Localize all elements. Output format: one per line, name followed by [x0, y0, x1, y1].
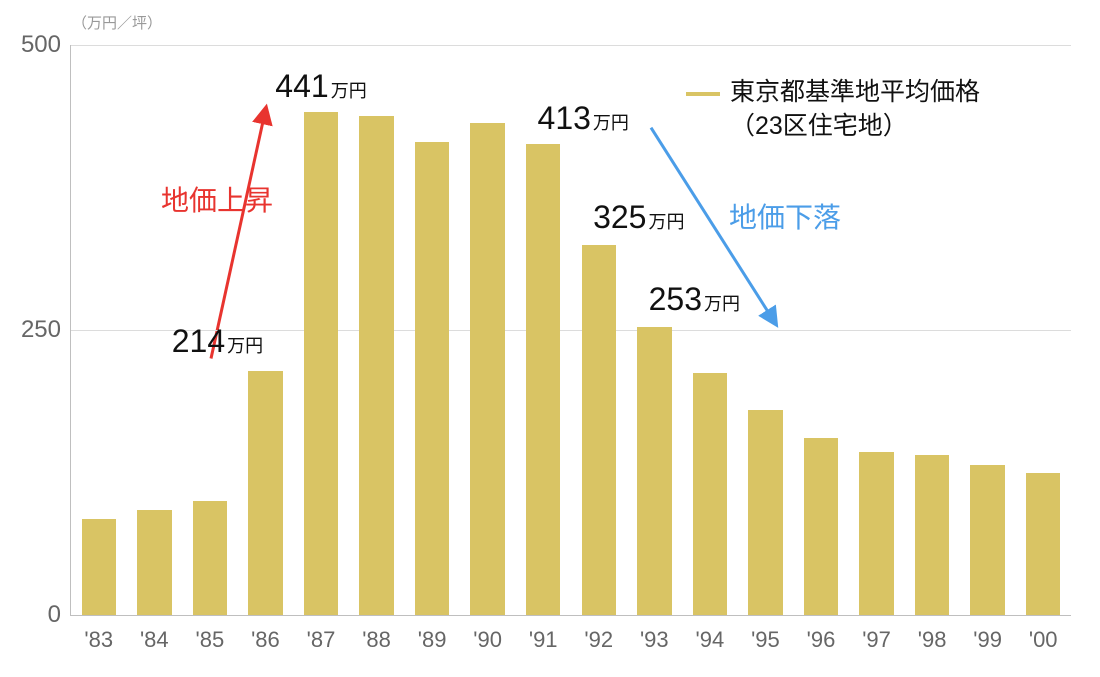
bar: [526, 144, 560, 615]
x-tick-label: '86: [251, 615, 280, 653]
x-tick-label: '91: [529, 615, 558, 653]
bar-slot: '87: [293, 45, 349, 615]
bar-slot: '83: [71, 45, 127, 615]
x-tick-label: '83: [84, 615, 113, 653]
callout-unit: 万円: [593, 113, 629, 133]
x-tick-label: '94: [696, 615, 725, 653]
callout-value: 413: [538, 100, 591, 136]
legend-line2: （23区住宅地）: [730, 112, 908, 140]
bar: [582, 245, 616, 616]
callout-value: 441: [275, 68, 328, 104]
x-tick-label: '88: [362, 615, 391, 653]
bar: [859, 452, 893, 615]
x-tick-label: '95: [751, 615, 780, 653]
plot-area: 0250500'83'84'85'86'87'88'89'90'91'92'93…: [70, 45, 1071, 616]
value-callout: 413万円: [538, 102, 629, 134]
legend-swatch: [686, 92, 720, 96]
x-tick-label: '92: [584, 615, 613, 653]
value-callout: 441万円: [275, 70, 366, 102]
legend-line1: 東京都基準地平均価格: [730, 78, 980, 106]
x-tick-label: '96: [807, 615, 836, 653]
x-tick-label: '00: [1029, 615, 1058, 653]
bar: [304, 112, 338, 615]
x-tick-label: '89: [418, 615, 447, 653]
x-tick-label: '87: [307, 615, 336, 653]
value-callout: 325万円: [593, 201, 684, 233]
bar: [193, 501, 227, 615]
bar-slot: '88: [349, 45, 405, 615]
bar: [693, 373, 727, 615]
callout-unit: 万円: [227, 336, 263, 356]
bar-slot: '90: [460, 45, 516, 615]
rise-label: 地価上昇: [161, 179, 273, 219]
callout-unit: 万円: [704, 294, 740, 314]
y-tick-label: 250: [21, 316, 71, 344]
value-callout: 253万円: [649, 283, 740, 315]
callout-unit: 万円: [331, 81, 367, 101]
y-tick-label: 500: [21, 31, 71, 59]
bar: [470, 123, 504, 615]
bar: [970, 465, 1004, 615]
value-callout: 214万円: [172, 325, 263, 357]
bar: [915, 455, 949, 615]
x-tick-label: '93: [640, 615, 669, 653]
x-tick-label: '85: [196, 615, 225, 653]
legend: 東京都基準地平均価格 （23区住宅地）: [686, 76, 980, 144]
fall-label: 地価下落: [729, 196, 841, 236]
bar: [359, 116, 393, 615]
x-tick-label: '84: [140, 615, 169, 653]
x-tick-label: '98: [918, 615, 947, 653]
x-tick-label: '97: [862, 615, 891, 653]
bar: [1026, 473, 1060, 616]
callout-value: 325: [593, 199, 646, 235]
bar: [137, 510, 171, 615]
callout-value: 253: [649, 281, 702, 317]
bar-slot: '00: [1015, 45, 1071, 615]
bar-slot: '93: [627, 45, 683, 615]
bar: [637, 327, 671, 615]
callout-value: 214: [172, 323, 225, 359]
y-axis-unit-label: （万円／坪）: [72, 12, 162, 33]
bar: [248, 371, 282, 615]
x-tick-label: '99: [973, 615, 1002, 653]
bar: [82, 519, 116, 615]
land-price-chart: （万円／坪） 0250500'83'84'85'86'87'88'89'90'9…: [0, 0, 1100, 677]
callout-unit: 万円: [648, 212, 684, 232]
x-tick-label: '90: [473, 615, 502, 653]
y-tick-label: 0: [48, 601, 71, 629]
bar: [804, 438, 838, 615]
bar: [415, 142, 449, 615]
bar: [748, 410, 782, 615]
bar-slot: '89: [404, 45, 460, 615]
